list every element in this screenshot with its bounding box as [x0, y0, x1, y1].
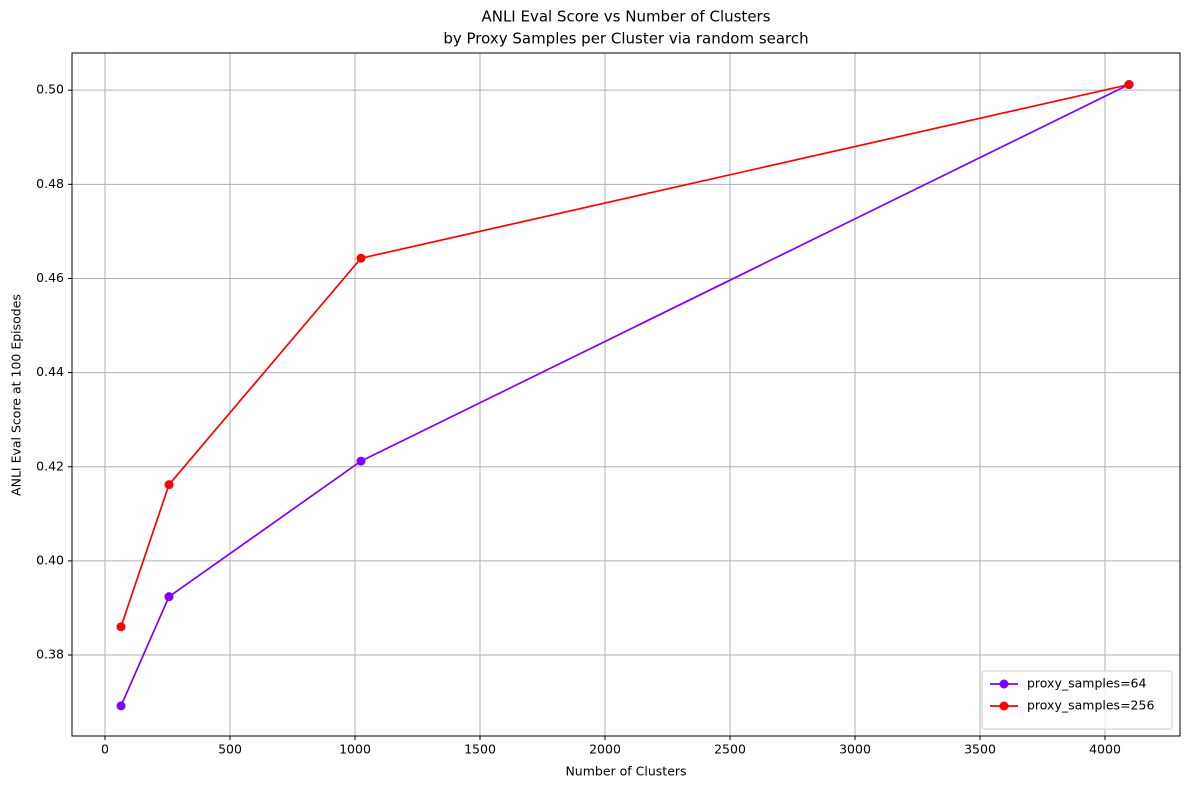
x-tick-label: 3000 [839, 742, 871, 757]
chart-title: ANLI Eval Score vs Number of Clusters [481, 8, 770, 26]
legend-box [981, 670, 1173, 730]
data-point [164, 480, 174, 490]
y-tick-label: 0.38 [36, 647, 64, 662]
y-tick-label: 0.48 [36, 176, 64, 191]
chart-subtitle: by Proxy Samples per Cluster via random … [443, 30, 808, 48]
x-axis-label: Number of Clusters [565, 764, 686, 779]
y-axis-label: ANLI Eval Score at 100 Episodes [9, 294, 24, 496]
x-tick-label: 1000 [339, 742, 371, 757]
data-point [356, 253, 366, 263]
x-tick-label: 3500 [964, 742, 996, 757]
y-tick-label: 0.42 [36, 458, 64, 473]
x-tick-label: 2000 [589, 742, 621, 757]
data-point [116, 701, 126, 711]
y-tick-label: 0.44 [36, 364, 64, 379]
x-tick-label: 4000 [1089, 742, 1121, 757]
data-point [356, 456, 366, 466]
data-point [116, 622, 126, 632]
series-line [120, 83, 1130, 628]
plot-frame [71, 52, 1181, 737]
legend-marker [999, 679, 1009, 689]
y-tick-label: 0.50 [36, 82, 64, 97]
y-tick-label: 0.46 [36, 270, 64, 285]
data-point [1124, 80, 1134, 90]
series-line [120, 83, 1130, 707]
legend-label: proxy_samples=256 [1027, 698, 1154, 713]
data-point [164, 592, 174, 602]
legend-label: proxy_samples=64 [1027, 676, 1146, 691]
x-tick-label: 500 [218, 742, 242, 757]
x-tick-label: 2500 [714, 742, 746, 757]
x-tick-label: 1500 [464, 742, 496, 757]
legend-marker [999, 701, 1009, 711]
x-tick-label: 0 [101, 742, 109, 757]
y-tick-label: 0.40 [36, 552, 64, 567]
